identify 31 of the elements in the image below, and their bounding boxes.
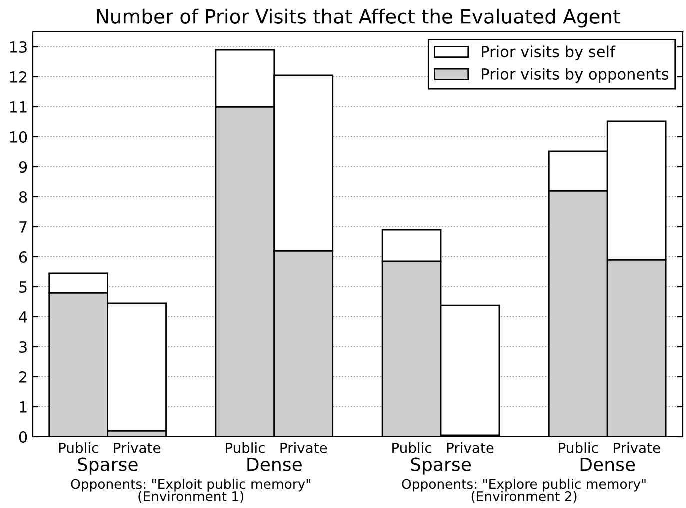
y-tick-label: 7 bbox=[20, 222, 27, 233]
x-tick-label: Public bbox=[59, 442, 98, 454]
x-tick-label: Private bbox=[614, 442, 660, 454]
text: Opponents: "Explore public memory" (Environment 2) bbox=[402, 478, 646, 503]
text: Sparse bbox=[78, 458, 138, 475]
x-tick-label: Private bbox=[280, 442, 328, 454]
y-tick-label: 6 bbox=[19, 251, 28, 264]
x-tick-label: Public bbox=[226, 442, 265, 454]
y-tick-label: 10 bbox=[10, 131, 28, 144]
x-tick-label: Public bbox=[392, 442, 432, 454]
y-tick-label: 8 bbox=[19, 191, 28, 204]
text: Sparse bbox=[411, 458, 472, 475]
text: Dense bbox=[580, 458, 636, 472]
y-tick-label: 12 bbox=[10, 71, 27, 83]
x-tick-label: Public bbox=[559, 442, 598, 454]
legend-label: Prior visits by opponents bbox=[482, 68, 669, 83]
text: Opponents: "Exploit public memory" (Environment 1) bbox=[71, 478, 310, 503]
y-tick-label: 4 bbox=[19, 312, 28, 323]
chart-title: Number of Prior Visits that Affect the Evaluated Agent bbox=[97, 8, 620, 28]
y-tick-label: 1 bbox=[20, 402, 27, 413]
y-tick-label: 13 bbox=[10, 41, 27, 54]
x-tick-label: Private bbox=[114, 442, 161, 454]
x-tick-label: Private bbox=[447, 442, 494, 454]
y-tick-label: 9 bbox=[19, 161, 28, 174]
y-tick-label: 5 bbox=[20, 282, 27, 294]
y-tick-label: 3 bbox=[20, 341, 27, 354]
y-tick-label: 2 bbox=[20, 371, 27, 383]
y-tick-label: 11 bbox=[10, 102, 27, 113]
legend-label: Prior visits by self bbox=[482, 46, 616, 61]
y-tick-label: 0 bbox=[19, 431, 28, 444]
text: Dense bbox=[248, 458, 302, 472]
